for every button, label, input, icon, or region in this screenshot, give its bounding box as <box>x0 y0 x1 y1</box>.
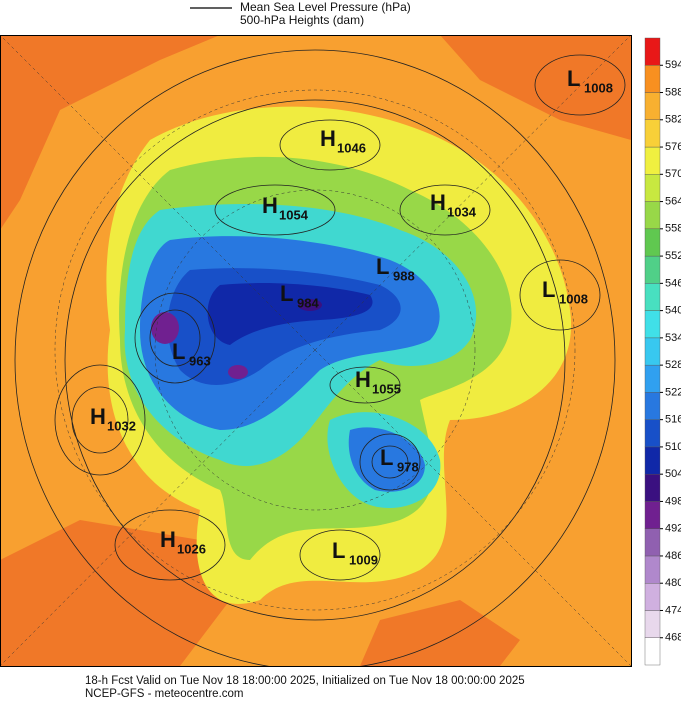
center-letter: H <box>160 527 176 552</box>
colorbar-label: 552 <box>665 250 681 262</box>
colorbar-bin <box>644 501 661 529</box>
center-letter: L <box>380 445 393 470</box>
colorbar-label: 528 <box>665 359 681 371</box>
colorbar-bin <box>644 37 661 66</box>
center-letter: L <box>280 281 293 306</box>
center-letter: L <box>172 339 185 364</box>
colorbar-label: 588 <box>665 86 681 98</box>
colorbar-bin <box>644 283 661 311</box>
center-pressure: 963 <box>189 353 211 368</box>
colorbar: 468 474 480 486 492 498 504 510 516 522 528 534 540 5… <box>644 37 681 666</box>
colorbar-label: 492 <box>665 523 681 535</box>
center-letter: H <box>262 193 278 218</box>
center-pressure: 984 <box>297 295 319 310</box>
center-letter: H <box>355 367 371 392</box>
center-pressure: 1054 <box>279 207 309 222</box>
center-pressure: 1026 <box>177 541 206 556</box>
colorbar-label: 534 <box>665 332 681 344</box>
colorbar-label: 558 <box>665 223 681 235</box>
colorbar-bin <box>644 555 661 584</box>
center-pressure: 1055 <box>372 381 401 396</box>
center-letter: H <box>90 404 106 429</box>
center-pressure: 1008 <box>559 291 588 306</box>
colorbar-bin <box>644 637 661 666</box>
center-pressure: 1034 <box>447 204 477 219</box>
center-pressure: 978 <box>397 459 419 474</box>
center-letter: H <box>320 126 336 151</box>
center-pressure: 988 <box>393 268 415 283</box>
colorbar-label: 546 <box>665 277 681 289</box>
center-letter: L <box>376 254 389 279</box>
colorbar-bin <box>644 337 661 366</box>
map-frame <box>0 35 632 667</box>
colorbar-label: 576 <box>665 141 681 153</box>
legend-text: 500-hPa Heights (dam) <box>240 13 364 27</box>
center-pressure: 1009 <box>349 552 378 567</box>
colorbar-bin <box>644 610 661 638</box>
center-letter: L <box>332 538 345 563</box>
colorbar-label: 504 <box>665 468 681 480</box>
colorbar-bin <box>644 65 661 93</box>
colorbar-bin <box>644 446 661 475</box>
colorbar-label: 582 <box>665 114 681 126</box>
colorbar-bin <box>644 364 661 393</box>
colorbar-bin <box>644 473 661 502</box>
colorbar-label: 480 <box>665 577 681 589</box>
colorbar-label: 468 <box>665 632 681 644</box>
colorbar-label: 486 <box>665 550 681 562</box>
colorbar-bin <box>644 392 661 420</box>
colorbar-label: 510 <box>665 441 681 453</box>
colorbar-label: 516 <box>665 414 681 426</box>
center-letter: L <box>567 66 580 91</box>
center-letter: H <box>430 190 446 215</box>
colorbar-bin <box>644 419 661 448</box>
center-pressure: 1032 <box>107 418 136 433</box>
colorbar-bin <box>644 201 661 230</box>
colorbar-label: 570 <box>665 168 681 180</box>
colorbar-bin <box>644 146 661 175</box>
colorbar-label: 594 <box>665 59 681 71</box>
colorbar-bin <box>644 255 661 284</box>
legend-text: Mean Sea Level Pressure (hPa) <box>240 0 411 14</box>
colorbar-bin <box>644 528 661 557</box>
footer-text: 18-h Fcst Valid on Tue Nov 18 18:00:00 2… <box>85 675 525 687</box>
center-pressure: 1008 <box>584 80 613 95</box>
footer-text: NCEP-GFS - meteocentre.com <box>85 688 243 700</box>
colorbar-label: 474 <box>665 604 681 616</box>
colorbar-bin <box>644 228 661 257</box>
colorbar-bin <box>644 174 661 202</box>
colorbar-bin <box>644 92 661 120</box>
colorbar-bin <box>644 119 661 148</box>
colorbar-label: 498 <box>665 495 681 507</box>
colorbar-bin <box>644 583 661 611</box>
colorbar-label: 522 <box>665 386 681 398</box>
colorbar-label: 564 <box>665 195 681 207</box>
center-pressure: 1046 <box>337 140 366 155</box>
center-letter: L <box>542 277 555 302</box>
colorbar-bin <box>644 310 661 339</box>
colorbar-label: 540 <box>665 305 681 317</box>
